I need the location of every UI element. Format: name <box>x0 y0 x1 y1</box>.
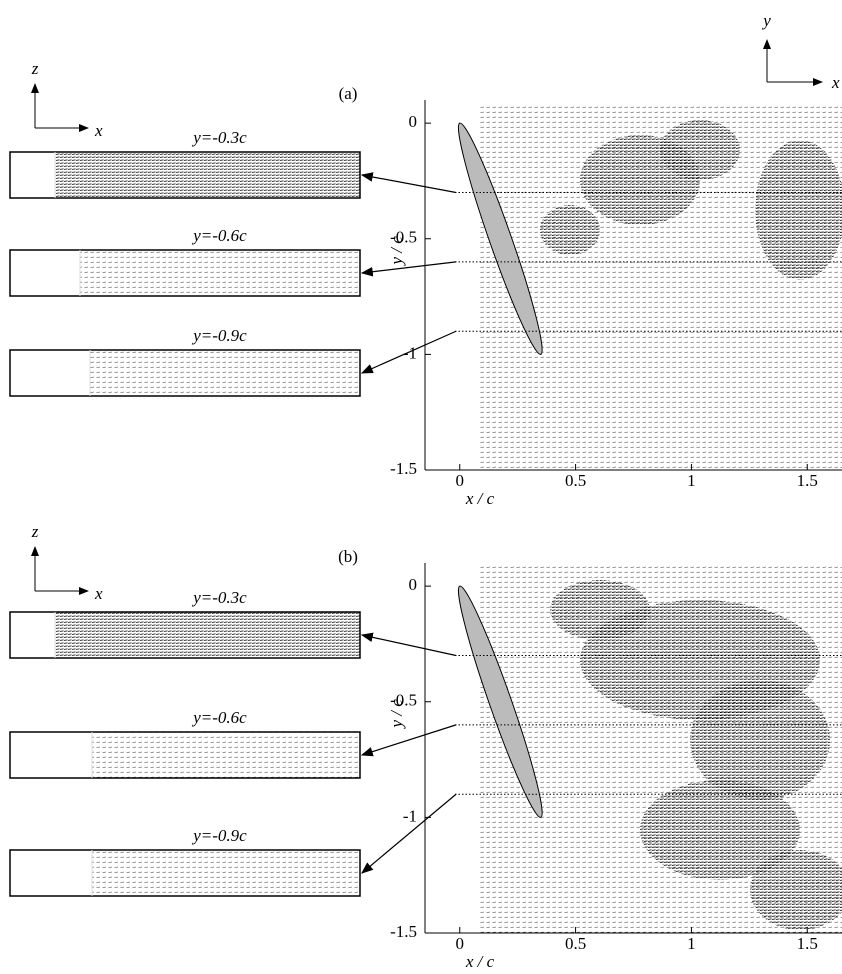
triad-x: x <box>94 121 103 140</box>
x-tick-label: 1 <box>687 471 696 490</box>
top-triad: y x <box>761 11 840 92</box>
x-tick-label: 0 <box>456 934 465 953</box>
x-tick-label: 0.5 <box>565 471 586 490</box>
y-tick-label: -1 <box>403 343 417 362</box>
x-tick-label: 1.5 <box>797 934 818 953</box>
y-tick-label: -1.5 <box>390 459 417 478</box>
slice-arrow <box>362 725 456 755</box>
triad-x: x <box>831 73 840 92</box>
slice-field <box>90 350 360 396</box>
panel-label: (a) <box>339 84 358 103</box>
vortex-region <box>550 580 650 640</box>
x-tick-label: 1.5 <box>797 471 818 490</box>
slice-label: y=-0.9c <box>191 326 247 345</box>
slice-label: y=-0.9c <box>191 826 247 845</box>
slice-arrow <box>362 331 456 373</box>
slice-field <box>80 250 360 296</box>
y-tick-label: -1.5 <box>390 922 417 941</box>
y-tick-label: -1 <box>403 806 417 825</box>
figure: y x 00.511.50-0.5-1-1.5x / cy / c(a)zxy=… <box>0 0 842 974</box>
y-axis-title: y / c <box>387 699 406 730</box>
x-tick-label: 0.5 <box>565 934 586 953</box>
x-axis-title: x / c <box>465 489 495 508</box>
slice-label: y=-0.6c <box>191 226 247 245</box>
triad-z: z <box>31 522 39 541</box>
x-tick-label: 1 <box>687 934 696 953</box>
y-tick-label: 0 <box>409 575 418 594</box>
panel-label: (b) <box>338 547 358 566</box>
y-tick-label: 0 <box>409 112 418 131</box>
vortex-region <box>540 205 600 255</box>
triad-x: x <box>94 584 103 603</box>
slice-arrow <box>362 262 456 273</box>
vortex-region <box>660 120 740 180</box>
x-tick-label: 0 <box>456 471 465 490</box>
slice-label: y=-0.3c <box>191 588 247 607</box>
slice-field <box>55 612 360 658</box>
vortex-region <box>755 140 842 280</box>
triad-z: z <box>31 59 39 78</box>
slice-arrow <box>362 175 456 193</box>
slice-label: y=-0.6c <box>191 708 247 727</box>
slice-field <box>92 732 360 778</box>
y-axis-title: y / c <box>387 236 406 267</box>
slice-arrow <box>362 635 456 656</box>
slice-field <box>92 850 360 896</box>
slice-label: y=-0.3c <box>191 128 247 147</box>
triad-y: y <box>761 11 771 30</box>
x-axis-title: x / c <box>465 952 495 971</box>
slice-field <box>55 152 360 198</box>
